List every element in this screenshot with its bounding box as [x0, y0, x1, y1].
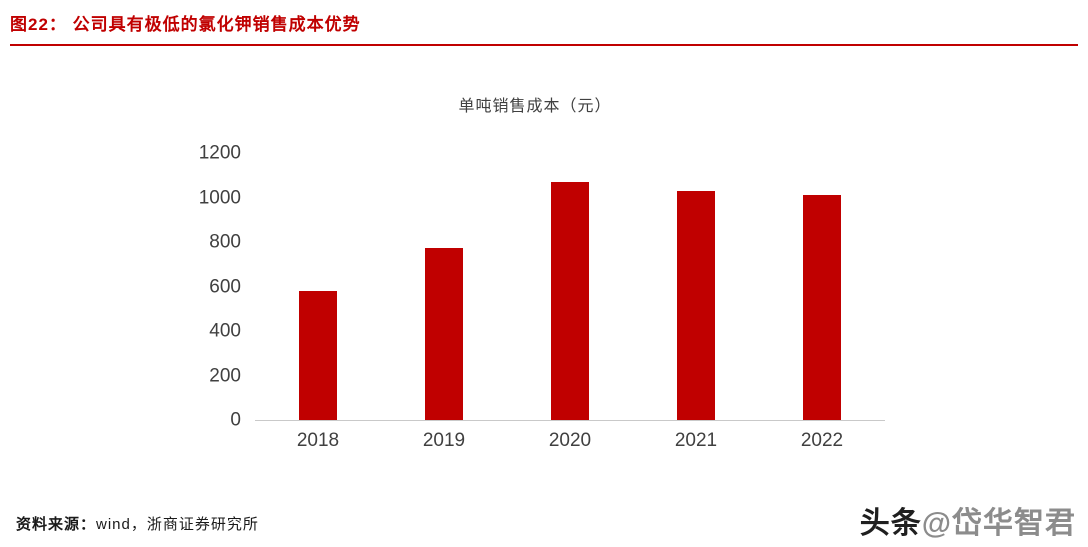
bar-2019: [425, 247, 463, 420]
figure-title: 图22： 公司具有极低的氯化钾销售成本优势: [10, 15, 361, 34]
y-tick-label: 1000: [198, 187, 241, 208]
y-tick-label: 0: [230, 409, 241, 431]
source-label: 资料来源：: [16, 516, 97, 533]
x-tick-label: 2021: [674, 430, 718, 451]
x-tick-label: 2018: [296, 430, 340, 451]
chart-title: 单吨销售成本（元）: [458, 98, 612, 115]
bar-column: [507, 153, 633, 420]
x-tick-label: 2020: [548, 430, 592, 451]
x-tick-label: 2019: [422, 430, 466, 451]
y-tick-label: 1200: [198, 142, 241, 164]
bar-2018: [299, 290, 337, 420]
y-tick-label: 200: [209, 365, 241, 386]
bar-2020: [551, 181, 589, 420]
figure-header: 图22： 公司具有极低的氯化钾销售成本优势: [10, 10, 1078, 46]
y-axis: 0 200 400 600 800 1000 1200: [185, 144, 255, 430]
y-tick-label: 400: [209, 320, 241, 342]
watermark-prefix: 头条: [859, 507, 922, 540]
y-tick-label: 800: [209, 231, 241, 253]
bar-chart: 0 200 400 600 800 1000 1200: [185, 144, 885, 430]
bar-column: [633, 153, 759, 420]
bar-column: [255, 153, 381, 420]
source-value: wind，浙商证券研究所: [96, 516, 259, 533]
plot-area: [255, 153, 885, 421]
watermark: 头条@岱华智君: [860, 498, 1076, 542]
bar-2021: [677, 190, 715, 420]
bar-2022: [803, 195, 841, 420]
y-tick-label: 600: [209, 276, 241, 297]
bar-column: [759, 153, 885, 420]
x-tick-label: 2022: [800, 430, 844, 451]
bar-column: [381, 153, 507, 420]
source-note: 资料来源：wind，浙商证券研究所: [16, 513, 259, 534]
x-axis: 2018 2019 2020 2021 2022: [255, 430, 885, 452]
watermark-handle: @岱华智君: [921, 507, 1076, 540]
